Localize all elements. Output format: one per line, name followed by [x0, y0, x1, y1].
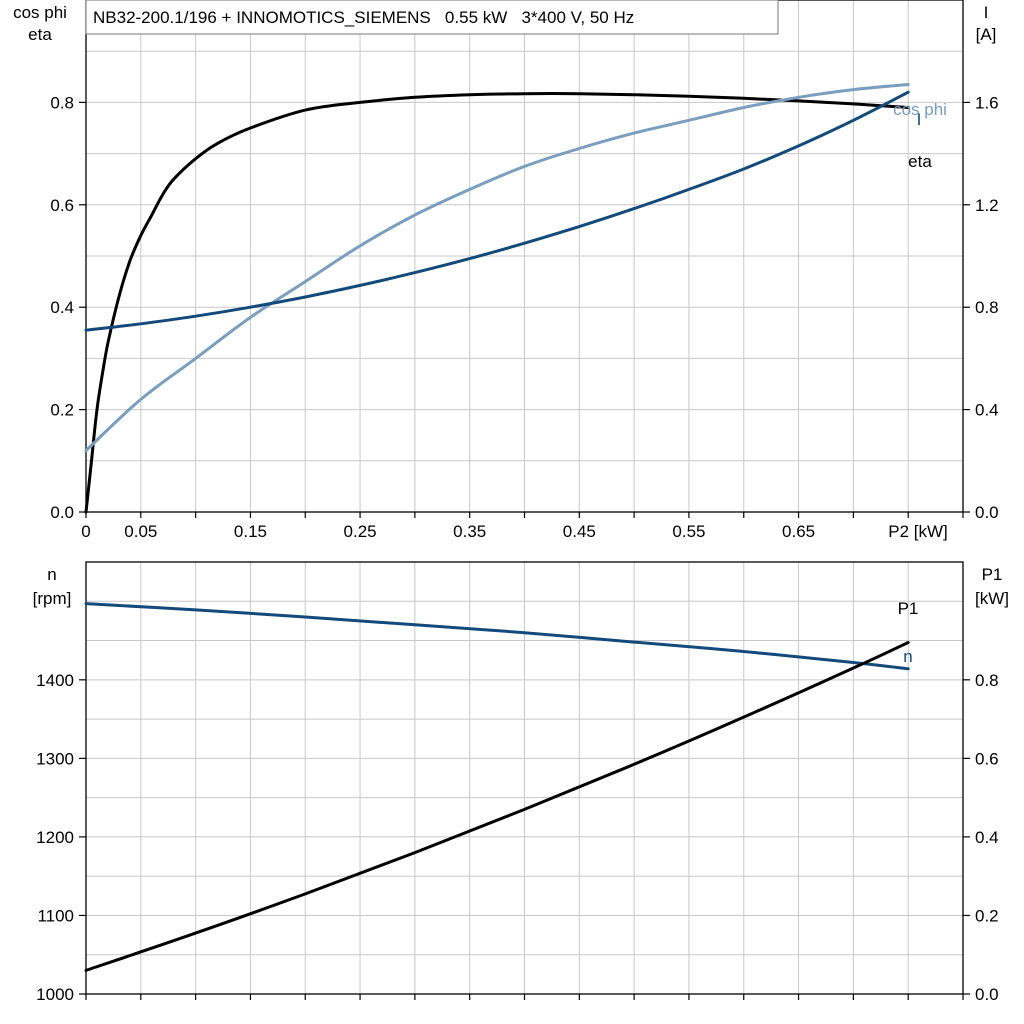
top-series — [84, 83, 910, 514]
top-left-axis-label-2: eta — [28, 25, 52, 44]
x-tick-label: 0.25 — [344, 522, 377, 541]
x-tick-label: 0.05 — [124, 522, 157, 541]
current-series-label: I — [917, 110, 922, 129]
y-tick-label-right: 0.8 — [975, 671, 999, 690]
x-axis-label: P2 [kW] — [888, 522, 948, 541]
x-tick-label: 0.65 — [782, 522, 815, 541]
y-tick-label-left: 1100 — [37, 906, 74, 925]
top-ticks: 0.0 0.2 0.4 0.6 0.8 0.0 0.4 0.8 1.2 1.6 0 0.05 0.15 0… — [50, 93, 998, 541]
x-tick-label: 0.45 — [563, 522, 596, 541]
top-left-axis-label-1: cos phi — [13, 3, 67, 22]
speed-series-label: n — [903, 647, 912, 666]
series-line-i — [84, 90, 910, 332]
y-tick-label-right: 1.2 — [975, 196, 999, 215]
bottom-right-axis-label-2: [kW] — [975, 589, 1009, 608]
y-tick-label-left: 0.8 — [50, 93, 74, 112]
y-tick-label-right: 0.2 — [975, 906, 999, 925]
series-line-p1 — [84, 641, 910, 972]
top-panel: 0.0 0.2 0.4 0.6 0.8 0.0 0.4 0.8 1.2 1.6 0 0.05 0.15 0… — [13, 0, 999, 541]
bottom-series — [84, 602, 910, 972]
top-right-axis-label-2: [A] — [976, 25, 997, 44]
y-tick-label-left: 1300 — [36, 749, 74, 768]
bottom-grid — [86, 562, 963, 994]
bottom-ticks: 1000 1100 1200 1300 1400 0.0 0.2 0.4 0.6 0.8 — [36, 671, 998, 1004]
series-line-n — [84, 602, 910, 671]
top-right-axis-label-1: I — [984, 3, 989, 22]
y-tick-label-right: 0.6 — [975, 749, 999, 768]
x-tick-label: 0 — [81, 522, 90, 541]
x-tick-label: 0.35 — [453, 522, 486, 541]
cos-phi-series-label: cos phi — [893, 100, 947, 119]
y-tick-label-right: 0.8 — [975, 298, 999, 317]
p1-series-label: P1 — [898, 599, 919, 618]
y-tick-label-left: 1200 — [36, 828, 74, 847]
y-tick-label-left: 0.0 — [50, 503, 74, 522]
series-line-eta — [84, 92, 910, 514]
y-tick-label-left: 1000 — [36, 985, 74, 1004]
top-grid — [86, 0, 963, 512]
bottom-left-axis-label-2: [rpm] — [33, 589, 72, 608]
y-tick-label-right: 0.4 — [975, 401, 999, 420]
y-tick-label-right: 0.4 — [975, 828, 999, 847]
eta-series-label: eta — [908, 152, 932, 171]
title-box — [85, 0, 779, 35]
chart-title: NB32-200.1/196 + INNOMOTICS_SIEMENS 0.55… — [93, 8, 634, 27]
y-tick-label-left: 0.6 — [50, 196, 74, 215]
x-tick-label: 0.55 — [672, 522, 705, 541]
y-tick-label-left: 0.2 — [50, 401, 74, 420]
series-line-cos-phi — [84, 83, 910, 453]
y-tick-label-right: 0.0 — [975, 985, 999, 1004]
bottom-left-axis-label-1: n — [47, 565, 56, 584]
y-tick-label-right: 0.0 — [975, 503, 999, 522]
bottom-panel: 1000 1100 1200 1300 1400 0.0 0.2 0.4 0.6 0.8 n [r… — [33, 561, 1009, 1004]
x-tick-label: 0.15 — [234, 522, 267, 541]
y-tick-label-right: 1.6 — [975, 93, 999, 112]
bottom-right-axis-label-1: P1 — [982, 565, 1003, 584]
y-tick-label-left: 1400 — [36, 671, 74, 690]
y-tick-label-left: 0.4 — [50, 298, 74, 317]
